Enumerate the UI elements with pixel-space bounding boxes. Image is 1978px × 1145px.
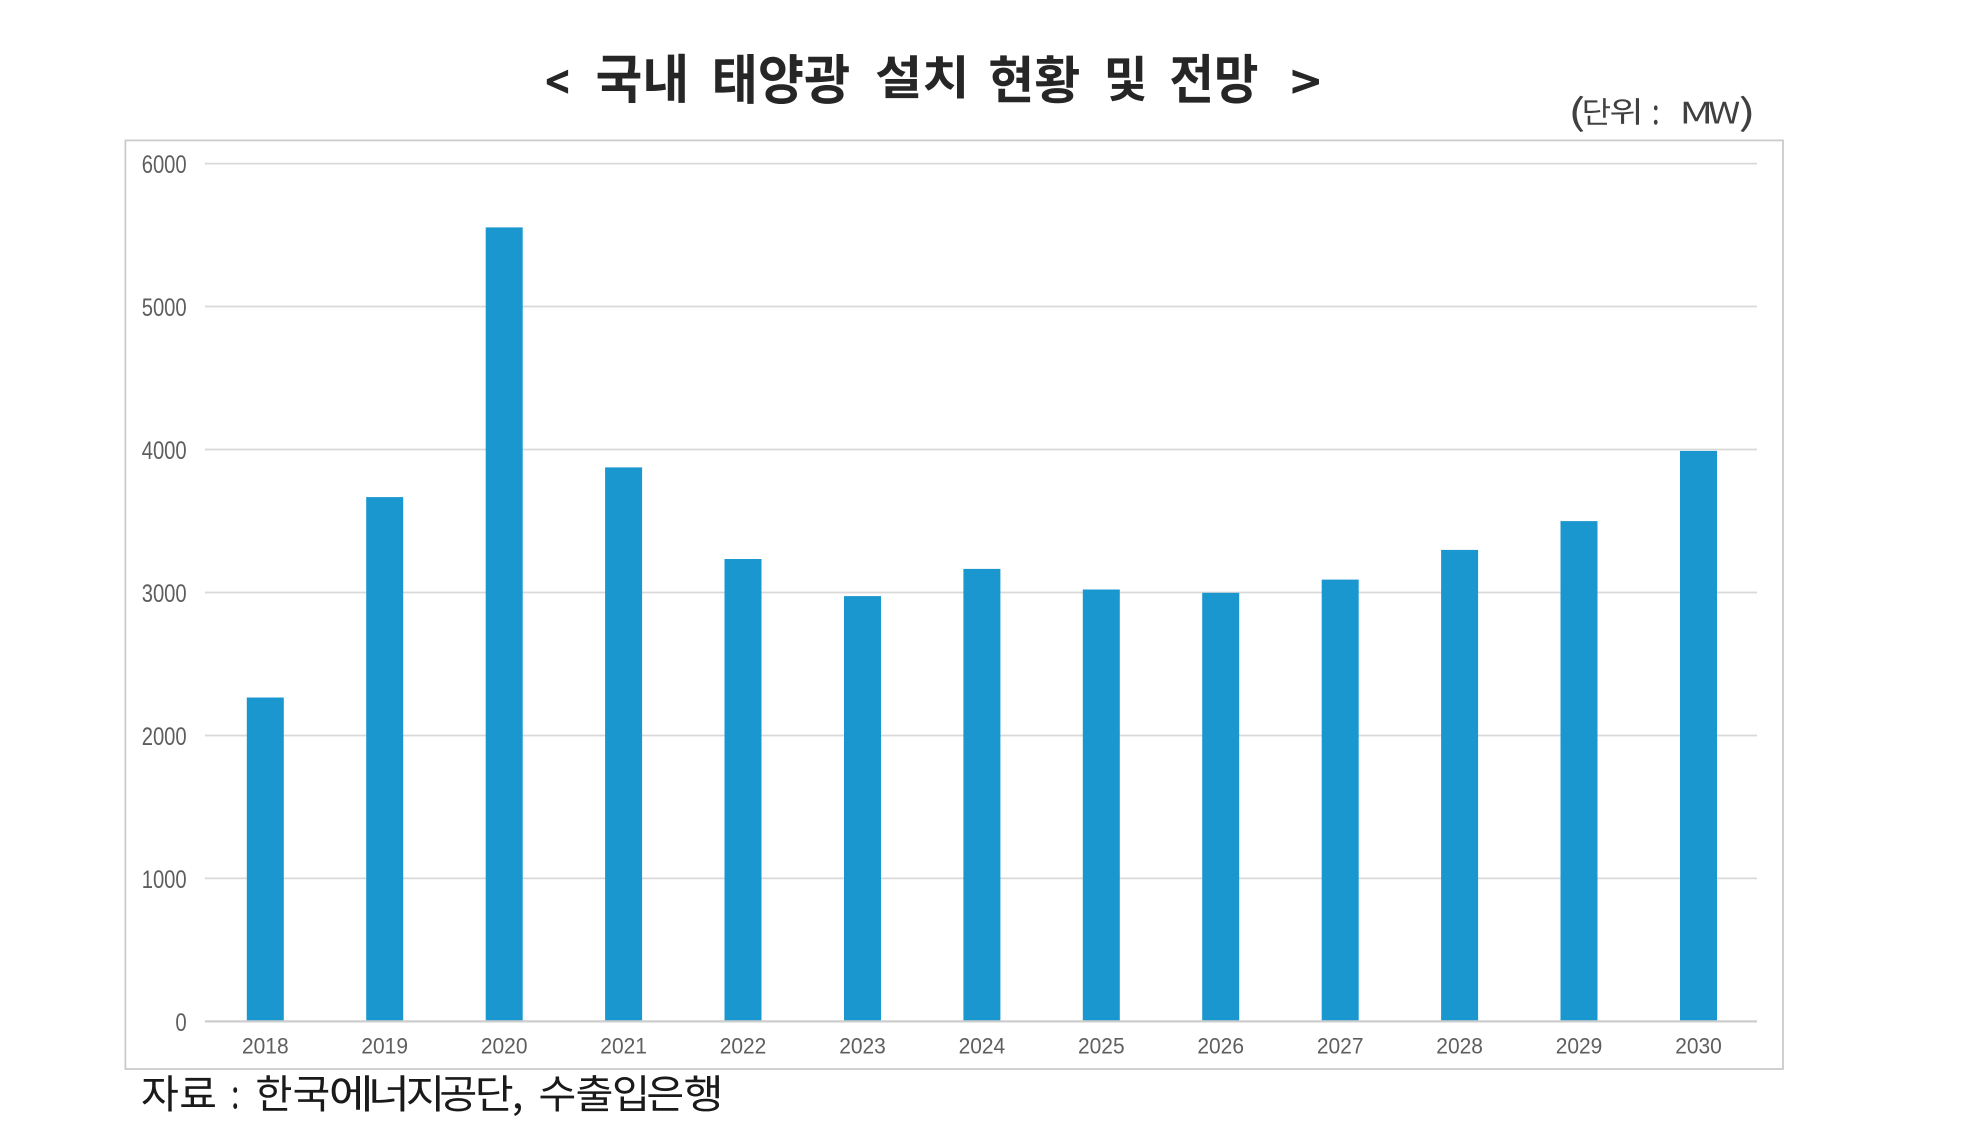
- svg-text:2022: 2022: [720, 1033, 767, 1058]
- svg-text:2025: 2025: [1078, 1033, 1125, 1058]
- svg-text:2019: 2019: [361, 1033, 408, 1058]
- svg-text:2028: 2028: [1436, 1033, 1483, 1058]
- svg-text:1000: 1000: [142, 867, 187, 894]
- svg-text:2021: 2021: [600, 1033, 647, 1058]
- svg-text:3000: 3000: [142, 581, 187, 608]
- svg-text:2030: 2030: [1675, 1033, 1722, 1058]
- svg-text:6000: 6000: [142, 152, 187, 179]
- svg-text:2000: 2000: [142, 724, 187, 751]
- svg-text:2024: 2024: [959, 1033, 1006, 1058]
- svg-text:2018: 2018: [242, 1033, 289, 1058]
- svg-text:2026: 2026: [1197, 1033, 1244, 1058]
- svg-text:0: 0: [175, 1010, 186, 1037]
- svg-text:2029: 2029: [1556, 1033, 1603, 1058]
- svg-text:4000: 4000: [142, 438, 187, 465]
- svg-text:2020: 2020: [481, 1033, 528, 1058]
- svg-text:5000: 5000: [142, 295, 187, 322]
- svg-text:2023: 2023: [839, 1033, 886, 1058]
- svg-text:2027: 2027: [1317, 1033, 1364, 1058]
